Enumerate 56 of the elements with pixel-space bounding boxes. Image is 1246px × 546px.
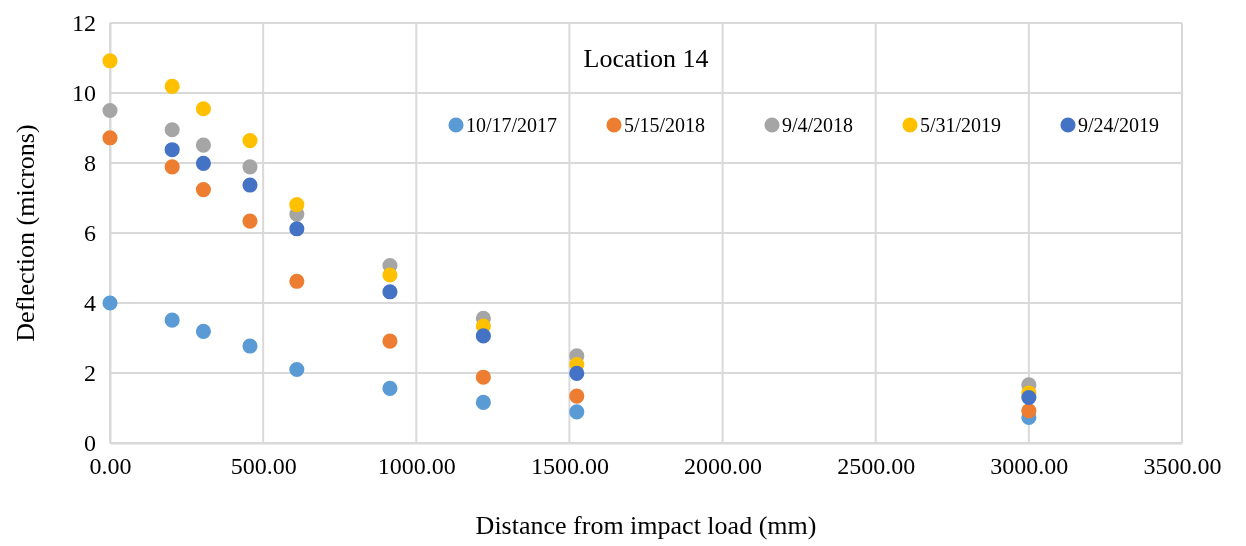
point <box>289 361 305 378</box>
point <box>102 53 118 69</box>
point <box>242 159 258 175</box>
point <box>102 130 118 146</box>
point <box>242 133 258 149</box>
point <box>164 78 180 94</box>
point <box>164 159 180 175</box>
point <box>102 102 118 119</box>
legend-label: 9/24/2019 <box>1078 114 1160 136</box>
y-tick-label: 12 <box>72 10 96 37</box>
legend-label: 10/17/2017 <box>466 114 558 136</box>
x-tick-label: 1500.00 <box>530 453 609 480</box>
point <box>164 142 180 158</box>
x-tick-label: 2000.00 <box>684 453 763 480</box>
x-tick-label: 3500.00 <box>1143 453 1222 480</box>
point <box>195 137 211 153</box>
point <box>1021 403 1037 419</box>
point <box>164 122 180 138</box>
text: Location 14 <box>583 44 709 73</box>
x-tick-label: 500.00 <box>230 453 297 480</box>
y-axis-title: Deflection (microns) <box>11 124 40 342</box>
point <box>382 284 398 300</box>
y-tick-label: 10 <box>72 80 96 107</box>
point <box>475 394 491 410</box>
y-tick-label: 2 <box>84 360 96 387</box>
x-axis-title: Distance from impact load (mm) <box>475 511 817 540</box>
legend-label: 9/4/2018 <box>782 114 854 136</box>
point <box>569 404 585 420</box>
point <box>569 388 585 404</box>
point <box>382 333 398 349</box>
y-tick-label: 4 <box>84 290 96 317</box>
x-tick-label: 1000.00 <box>377 453 456 480</box>
point <box>382 380 398 396</box>
point <box>242 213 258 229</box>
point <box>242 177 258 193</box>
x-tick-label: 3000.00 <box>990 453 1069 480</box>
point <box>242 338 258 354</box>
y-tick-label: 8 <box>84 150 96 177</box>
legend-label: 5/15/2018 <box>624 114 706 136</box>
point <box>195 182 211 198</box>
point <box>289 221 305 237</box>
point <box>1021 389 1037 406</box>
point <box>289 197 305 213</box>
point <box>164 312 180 328</box>
point <box>475 369 491 385</box>
legend-label: 5/31/2019 <box>920 114 1002 136</box>
point <box>475 328 491 344</box>
point <box>569 365 585 381</box>
point <box>289 273 305 289</box>
point <box>102 295 118 311</box>
point <box>195 101 211 117</box>
point <box>195 323 211 339</box>
y-tick-label: 6 <box>84 220 96 247</box>
point <box>195 155 211 171</box>
x-tick-label: 2500.00 <box>837 453 916 480</box>
point <box>382 267 398 283</box>
